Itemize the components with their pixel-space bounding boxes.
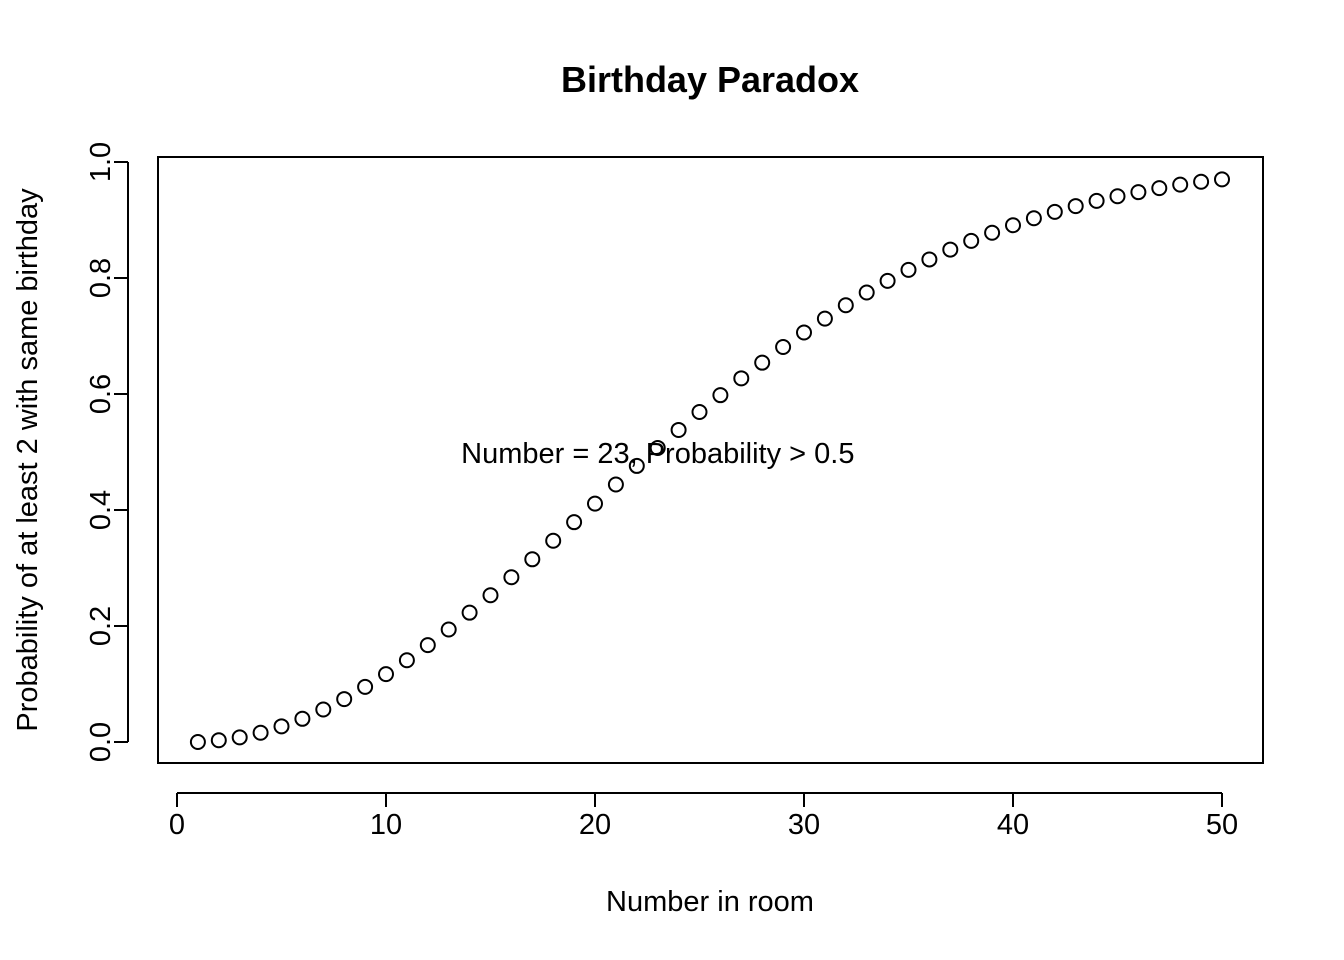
x-tick-label: 40 — [997, 809, 1029, 841]
annotation-label: Number = 23, Probability > 0.5 — [461, 438, 854, 470]
y-axis: 0.0 0.2 0.4 0.6 0.8 1.0 — [85, 142, 129, 762]
data-point — [1025, 210, 1042, 227]
data-point — [231, 729, 248, 746]
y-tick-label: 0.2 — [85, 606, 117, 646]
data-point — [357, 678, 374, 695]
data-point — [419, 637, 436, 654]
data-point — [440, 621, 457, 638]
y-tick-label: 0.0 — [85, 722, 117, 762]
data-point — [670, 421, 687, 438]
y-axis-label: Probability of at least 2 with same birt… — [12, 188, 44, 732]
data-point — [775, 339, 792, 356]
data-point — [1151, 180, 1168, 197]
data-point — [754, 354, 771, 371]
chart-title: Birthday Paradox — [561, 59, 859, 100]
data-point — [315, 701, 332, 718]
data-point — [1046, 203, 1063, 220]
x-tick-label: 0 — [169, 809, 185, 841]
data-point — [252, 724, 269, 741]
y-tick-label: 0.4 — [85, 490, 117, 530]
data-point — [1067, 198, 1084, 215]
data-point — [587, 495, 603, 512]
data-point — [566, 514, 583, 531]
data-point — [378, 666, 394, 683]
data-point — [294, 710, 311, 727]
data-point — [837, 297, 854, 314]
data-point — [189, 734, 206, 750]
data-point — [607, 476, 624, 493]
data-point — [336, 691, 353, 708]
data-point — [628, 457, 645, 474]
x-tick-label: 30 — [788, 809, 820, 841]
data-point — [816, 310, 833, 327]
plot-frame — [157, 156, 1264, 764]
data-point — [1193, 173, 1210, 190]
data-point — [796, 324, 812, 341]
data-point — [1130, 184, 1147, 201]
data-point — [1088, 192, 1105, 209]
data-point — [649, 439, 666, 456]
data-point — [733, 370, 750, 387]
data-point — [273, 718, 290, 735]
data-point — [524, 551, 541, 568]
data-point — [858, 284, 875, 301]
data-point — [210, 732, 227, 749]
data-point — [545, 532, 562, 549]
data-point — [1172, 176, 1189, 193]
x-axis: 0 10 20 30 40 50 — [169, 792, 1238, 841]
data-point — [712, 387, 729, 404]
x-tick-label: 20 — [579, 809, 611, 841]
data-point — [1214, 171, 1230, 188]
data-point — [984, 224, 1001, 241]
data-point — [398, 652, 415, 669]
data-point — [963, 232, 980, 249]
x-tick-label: 10 — [370, 809, 402, 841]
x-axis-label: Number in room — [606, 886, 814, 918]
data-point — [942, 241, 959, 258]
data-point — [921, 251, 938, 268]
data-points — [189, 171, 1230, 750]
data-point — [1005, 217, 1021, 234]
y-tick-label: 0.8 — [85, 258, 117, 298]
y-tick-label: 0.6 — [85, 374, 117, 414]
data-point — [482, 587, 499, 604]
data-point — [1109, 188, 1126, 205]
data-point — [900, 261, 917, 278]
data-point — [879, 272, 896, 289]
x-tick-label: 50 — [1206, 809, 1238, 841]
data-point — [691, 403, 708, 420]
data-point — [503, 569, 520, 586]
data-point — [461, 604, 478, 621]
y-tick-label: 1.0 — [85, 142, 117, 182]
